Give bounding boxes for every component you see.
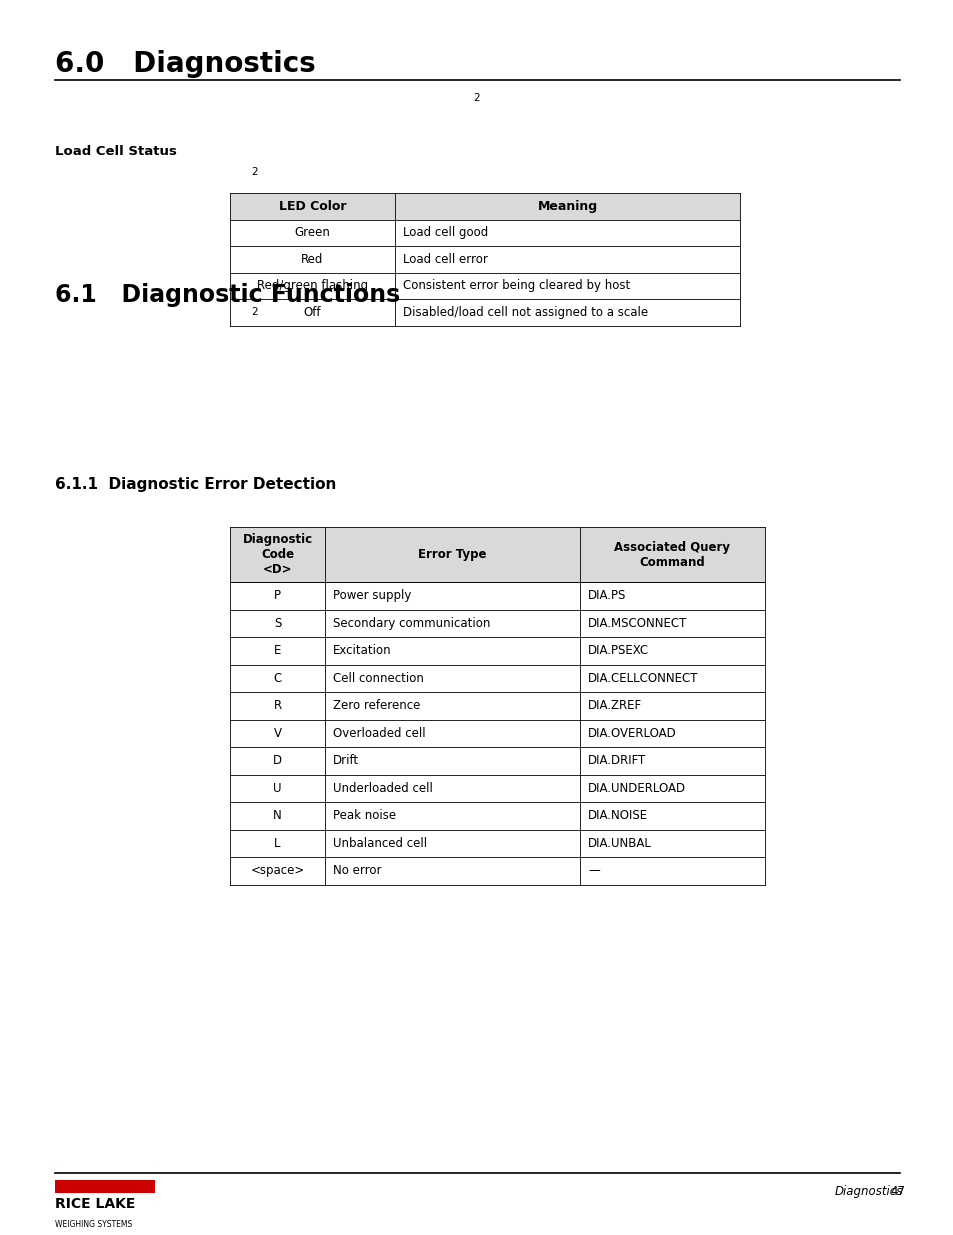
- Text: S: S: [274, 616, 281, 630]
- Text: 2: 2: [252, 308, 258, 317]
- Text: Error Type: Error Type: [417, 548, 486, 561]
- Text: Excitation: Excitation: [333, 645, 392, 657]
- Text: DIA.CELLCONNECT: DIA.CELLCONNECT: [587, 672, 698, 684]
- Text: Unbalanced cell: Unbalanced cell: [333, 837, 427, 850]
- Text: <space>: <space>: [250, 864, 304, 877]
- Text: DIA.ZREF: DIA.ZREF: [587, 699, 641, 713]
- Text: DIA.NOISE: DIA.NOISE: [587, 809, 647, 823]
- Text: Green: Green: [294, 226, 330, 240]
- Text: 6.1.1  Diagnostic Error Detection: 6.1.1 Diagnostic Error Detection: [55, 477, 336, 492]
- Text: DIA.PSEXC: DIA.PSEXC: [587, 645, 648, 657]
- Text: RICE LAKE: RICE LAKE: [55, 1197, 135, 1212]
- Text: Load cell good: Load cell good: [402, 226, 488, 240]
- Text: Load Cell Status: Load Cell Status: [55, 144, 176, 158]
- Text: —: —: [587, 864, 599, 877]
- FancyBboxPatch shape: [230, 193, 740, 220]
- Text: Peak noise: Peak noise: [333, 809, 395, 823]
- Text: Load cell error: Load cell error: [402, 253, 487, 266]
- Text: Disabled/load cell not assigned to a scale: Disabled/load cell not assigned to a sca…: [402, 306, 647, 319]
- FancyBboxPatch shape: [55, 1179, 154, 1193]
- Text: DIA.UNBAL: DIA.UNBAL: [587, 837, 651, 850]
- Text: N: N: [273, 809, 281, 823]
- Text: Red: Red: [301, 253, 323, 266]
- Text: V: V: [274, 726, 281, 740]
- Text: L: L: [274, 837, 280, 850]
- Text: DIA.MSCONNECT: DIA.MSCONNECT: [587, 616, 687, 630]
- FancyBboxPatch shape: [230, 527, 764, 582]
- Text: DIA.OVERLOAD: DIA.OVERLOAD: [587, 726, 676, 740]
- Text: Meaning: Meaning: [537, 200, 597, 212]
- Text: P: P: [274, 589, 281, 603]
- Text: Zero reference: Zero reference: [333, 699, 420, 713]
- Text: 47: 47: [889, 1186, 904, 1198]
- Text: C: C: [274, 672, 281, 684]
- Text: Cell connection: Cell connection: [333, 672, 423, 684]
- Text: Drift: Drift: [333, 755, 358, 767]
- Text: E: E: [274, 645, 281, 657]
- Text: Diagnostics: Diagnostics: [834, 1186, 902, 1198]
- Text: Consistent error being cleared by host: Consistent error being cleared by host: [402, 279, 630, 293]
- Text: DIA.PS: DIA.PS: [587, 589, 626, 603]
- Text: Underloaded cell: Underloaded cell: [333, 782, 433, 795]
- Text: DIA.DRIFT: DIA.DRIFT: [587, 755, 645, 767]
- Text: R: R: [274, 699, 281, 713]
- Text: Overloaded cell: Overloaded cell: [333, 726, 425, 740]
- Text: 2: 2: [252, 167, 258, 177]
- Text: Associated Query
Command: Associated Query Command: [614, 541, 730, 568]
- Text: Red/green flashing: Red/green flashing: [256, 279, 368, 293]
- Text: D: D: [273, 755, 282, 767]
- Text: Diagnostic
Code
<D>: Diagnostic Code <D>: [242, 534, 313, 576]
- Text: WEIGHING SYSTEMS: WEIGHING SYSTEMS: [55, 1220, 132, 1229]
- Text: Off: Off: [303, 306, 321, 319]
- Text: 6.1   Diagnostic Functions: 6.1 Diagnostic Functions: [55, 283, 400, 308]
- Text: Power supply: Power supply: [333, 589, 411, 603]
- Text: DIA.UNDERLOAD: DIA.UNDERLOAD: [587, 782, 685, 795]
- Text: No error: No error: [333, 864, 381, 877]
- Text: 6.0   Diagnostics: 6.0 Diagnostics: [55, 49, 315, 78]
- Text: Secondary communication: Secondary communication: [333, 616, 490, 630]
- Text: LED Color: LED Color: [278, 200, 346, 212]
- Text: 2: 2: [474, 93, 479, 103]
- Text: U: U: [273, 782, 281, 795]
